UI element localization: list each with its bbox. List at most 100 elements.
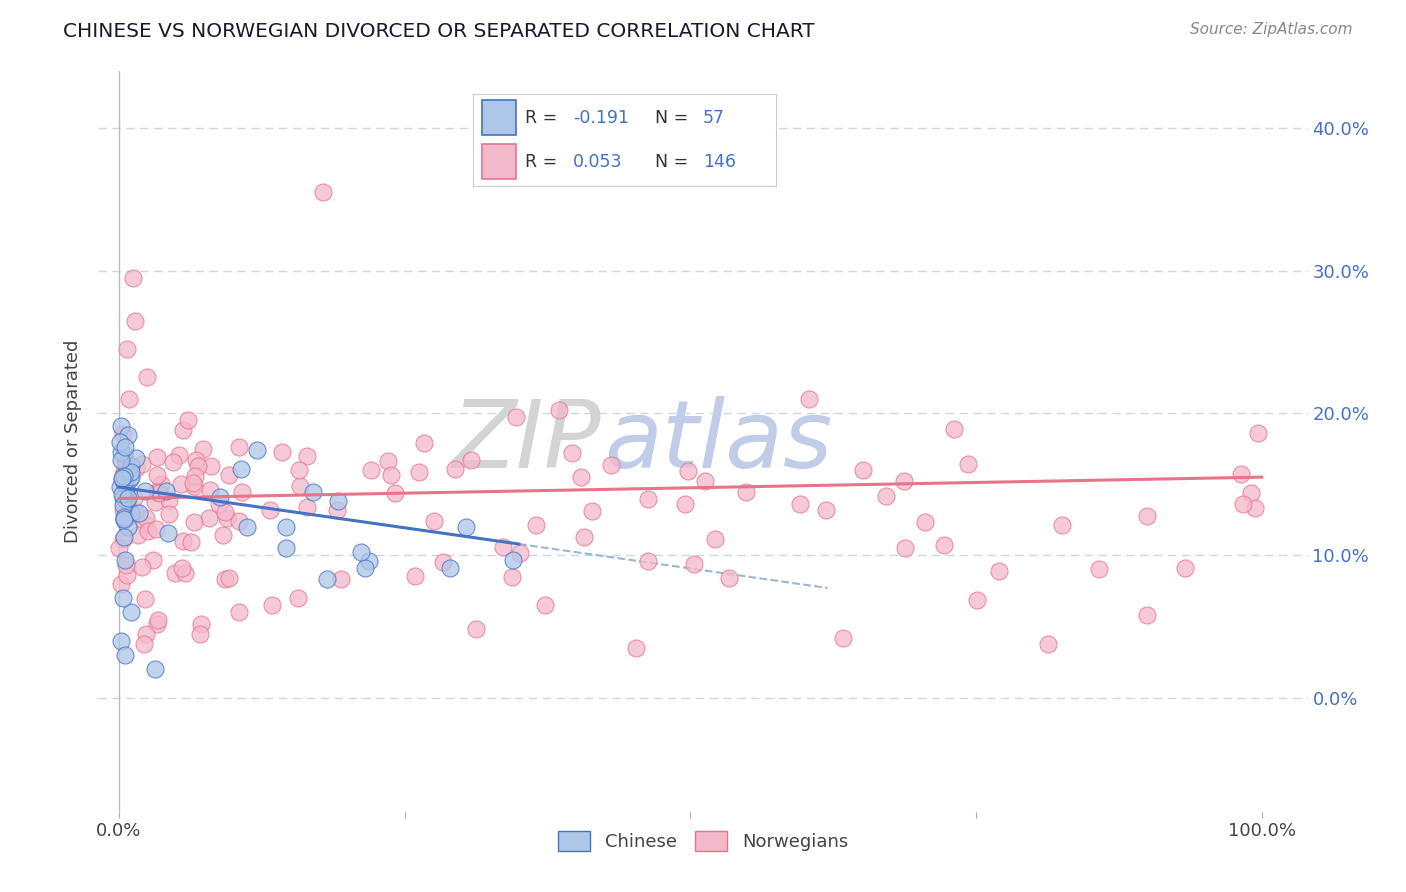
- Point: [987, 565, 1010, 579]
- Point: [187, 459, 209, 474]
- Point: [114, 553, 136, 567]
- Point: [581, 504, 603, 518]
- Point: [118, 508, 141, 523]
- Point: [172, 423, 194, 437]
- Point: [350, 545, 373, 559]
- Point: [117, 428, 139, 442]
- Point: [114, 452, 136, 467]
- Point: [626, 641, 648, 656]
- Point: [155, 483, 177, 498]
- Point: [112, 530, 135, 544]
- Point: [789, 497, 811, 511]
- Point: [1136, 509, 1159, 524]
- Point: [316, 572, 339, 586]
- Point: [492, 540, 515, 554]
- Point: [571, 469, 593, 483]
- Point: [167, 449, 190, 463]
- Text: CHINESE VS NORWEGIAN DIVORCED OR SEPARATED CORRELATION CHART: CHINESE VS NORWEGIAN DIVORCED OR SEPARAT…: [63, 22, 815, 41]
- Point: [214, 572, 236, 586]
- Point: [184, 453, 207, 467]
- Point: [439, 560, 461, 574]
- Point: [149, 476, 172, 491]
- Point: [200, 459, 222, 474]
- Point: [125, 451, 148, 466]
- Point: [274, 541, 297, 555]
- Point: [172, 561, 194, 575]
- Point: [380, 468, 402, 483]
- Point: [170, 476, 193, 491]
- Point: [110, 633, 132, 648]
- Point: [111, 473, 134, 487]
- Point: [673, 497, 696, 511]
- Point: [111, 532, 134, 546]
- Point: [190, 616, 212, 631]
- Point: [423, 514, 446, 528]
- Point: [290, 479, 312, 493]
- Point: [966, 593, 988, 607]
- Point: [172, 534, 194, 549]
- Point: [678, 464, 700, 478]
- Point: [112, 446, 135, 460]
- Point: [875, 489, 897, 503]
- Point: [208, 490, 231, 504]
- Point: [1229, 467, 1251, 481]
- Point: [360, 462, 382, 476]
- Point: [118, 462, 141, 476]
- Point: [1136, 608, 1159, 623]
- Point: [404, 569, 426, 583]
- Point: [112, 491, 135, 506]
- Point: [125, 460, 148, 475]
- Point: [693, 474, 716, 488]
- Point: [111, 491, 134, 505]
- Point: [231, 485, 253, 500]
- Point: [215, 510, 238, 524]
- Point: [120, 459, 142, 474]
- Point: [111, 469, 134, 483]
- Point: [287, 591, 309, 605]
- Point: [157, 493, 180, 508]
- Point: [1052, 517, 1074, 532]
- Point: [143, 662, 166, 676]
- Point: [112, 511, 135, 525]
- Point: [157, 507, 180, 521]
- Point: [117, 520, 139, 534]
- Point: [114, 558, 136, 572]
- Point: [330, 572, 353, 586]
- Point: [117, 568, 139, 582]
- Point: [454, 520, 477, 534]
- Point: [120, 470, 142, 484]
- Point: [146, 616, 169, 631]
- Point: [112, 476, 135, 491]
- Point: [377, 454, 399, 468]
- Point: [212, 528, 235, 542]
- Point: [894, 541, 917, 555]
- Point: [183, 515, 205, 529]
- Point: [1244, 500, 1267, 515]
- Point: [112, 499, 135, 513]
- Point: [118, 472, 141, 486]
- Point: [637, 553, 659, 567]
- Point: [118, 392, 141, 406]
- Y-axis label: Divorced or Separated: Divorced or Separated: [65, 340, 83, 543]
- Point: [561, 446, 583, 460]
- Point: [111, 426, 134, 441]
- Point: [112, 469, 135, 483]
- Point: [197, 511, 219, 525]
- Point: [717, 571, 740, 585]
- Point: [162, 455, 184, 469]
- Point: [181, 475, 204, 490]
- Point: [914, 515, 936, 529]
- Point: [799, 392, 821, 406]
- Point: [218, 467, 240, 482]
- Point: [134, 483, 156, 498]
- Point: [190, 626, 212, 640]
- Point: [1232, 497, 1254, 511]
- Point: [145, 467, 167, 482]
- Point: [893, 474, 915, 488]
- Point: [124, 313, 146, 327]
- Point: [432, 555, 454, 569]
- Point: [1174, 561, 1197, 575]
- Point: [183, 479, 205, 493]
- Point: [111, 591, 134, 606]
- Point: [108, 541, 131, 556]
